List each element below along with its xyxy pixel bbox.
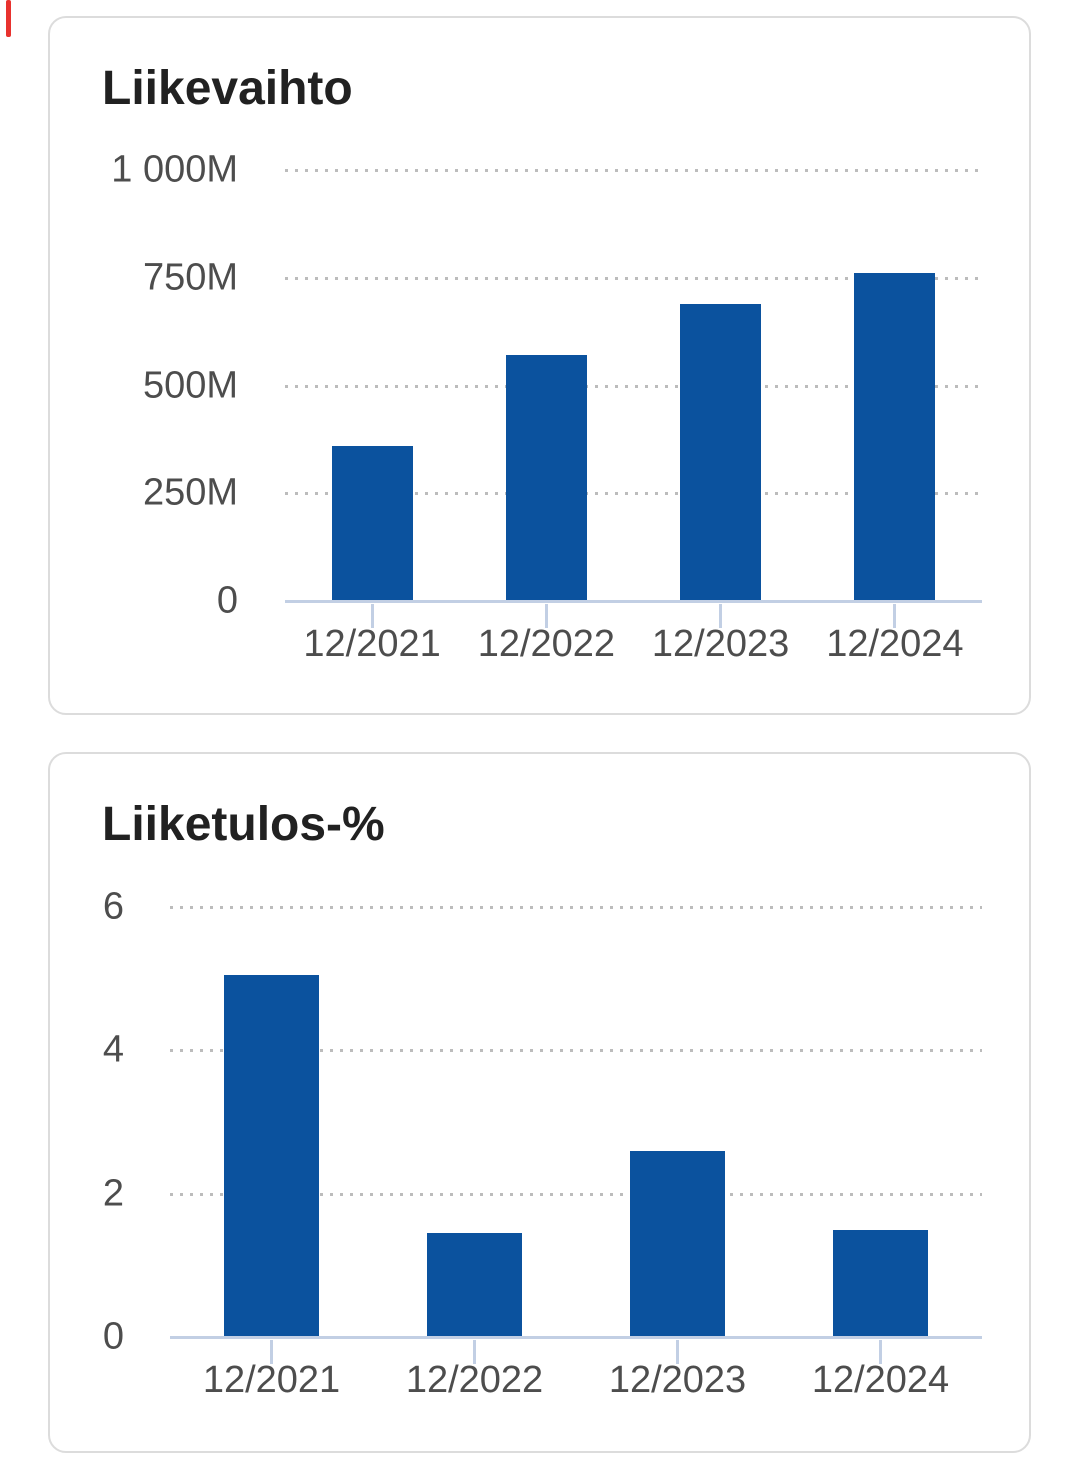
x-axis-label-12-2024: 12/2024	[826, 623, 964, 665]
chart-title-liiketulos: Liiketulos-%	[102, 798, 385, 851]
gridline-4	[170, 1049, 982, 1053]
gridline-6	[170, 906, 982, 909]
x-axis-line	[285, 600, 982, 603]
plot-area-liikevaihto: 12/2021 12/2022 12/2023 12/2024	[285, 169, 982, 665]
y-axis-label-0: 0	[216, 579, 238, 622]
revenue-chart-card: Liikevaihto 12/2021 12/2022 12/2023 12/2024…	[48, 16, 1031, 715]
y-axis-label-750m: 750M	[142, 256, 238, 299]
x-axis-tick-12-2021	[270, 1340, 273, 1364]
y-axis-labels: 1 000M 750M 500M 250M 0	[50, 149, 238, 622]
bar-12-2023[interactable]	[680, 303, 762, 601]
x-axis-tick-12-2022	[544, 604, 548, 628]
x-axis-label-12-2023: 12/2023	[651, 623, 790, 665]
bar-12-2022[interactable]	[427, 1233, 522, 1337]
x-axis-tick-12-2024	[879, 1340, 882, 1364]
x-axis-label-12-2023: 12/2023	[608, 1359, 747, 1401]
y-axis-label-4: 4	[102, 1028, 124, 1071]
y-axis-label-0: 0	[102, 1315, 124, 1358]
x-axis-tick-12-2021	[370, 604, 374, 628]
bar-12-2024[interactable]	[854, 273, 936, 601]
y-axis-labels: 6 4 2 0	[50, 886, 124, 1358]
gridline-250	[285, 492, 982, 496]
gridline-1000	[285, 169, 982, 172]
edge-accent-mark	[6, 0, 11, 37]
x-axis-line	[170, 1336, 982, 1339]
operating-margin-chart-card: Liiketulos-% 12/2021 12/2022 12/2023 12/202…	[48, 752, 1031, 1453]
x-axis-tick-12-2024	[893, 604, 897, 628]
y-axis-label-250m: 250M	[142, 471, 238, 514]
x-axis-label-12-2021: 12/2021	[303, 623, 441, 665]
y-axis-label-500m: 500M	[142, 364, 238, 406]
x-axis-tick-12-2023	[719, 604, 723, 628]
y-axis-label-2: 2	[102, 1172, 124, 1215]
gridline-500	[285, 384, 982, 388]
x-axis-label-12-2024: 12/2024	[811, 1359, 950, 1401]
bar-12-2021[interactable]	[331, 445, 413, 601]
x-axis-label-12-2022: 12/2022	[477, 623, 616, 665]
bar-12-2024[interactable]	[833, 1229, 928, 1337]
y-axis-label-1-000m: 1 000M	[111, 148, 238, 191]
x-axis-tick-12-2022	[473, 1340, 476, 1364]
bar-12-2021[interactable]	[224, 975, 319, 1337]
gridline-2	[170, 1192, 982, 1196]
x-axis-tick-12-2023	[676, 1340, 679, 1364]
y-axis-label-6: 6	[102, 885, 124, 928]
gridline-750	[285, 276, 982, 280]
bar-12-2022[interactable]	[505, 355, 587, 601]
plot-area-liiketulos: 12/2021 12/2022 12/2023 12/2024	[170, 906, 982, 1401]
chart-title-liikevaihto: Liikevaihto	[102, 62, 353, 115]
x-axis-label-12-2022: 12/2022	[405, 1359, 544, 1401]
bar-12-2023[interactable]	[630, 1150, 725, 1337]
x-axis-label-12-2021: 12/2021	[202, 1359, 341, 1401]
